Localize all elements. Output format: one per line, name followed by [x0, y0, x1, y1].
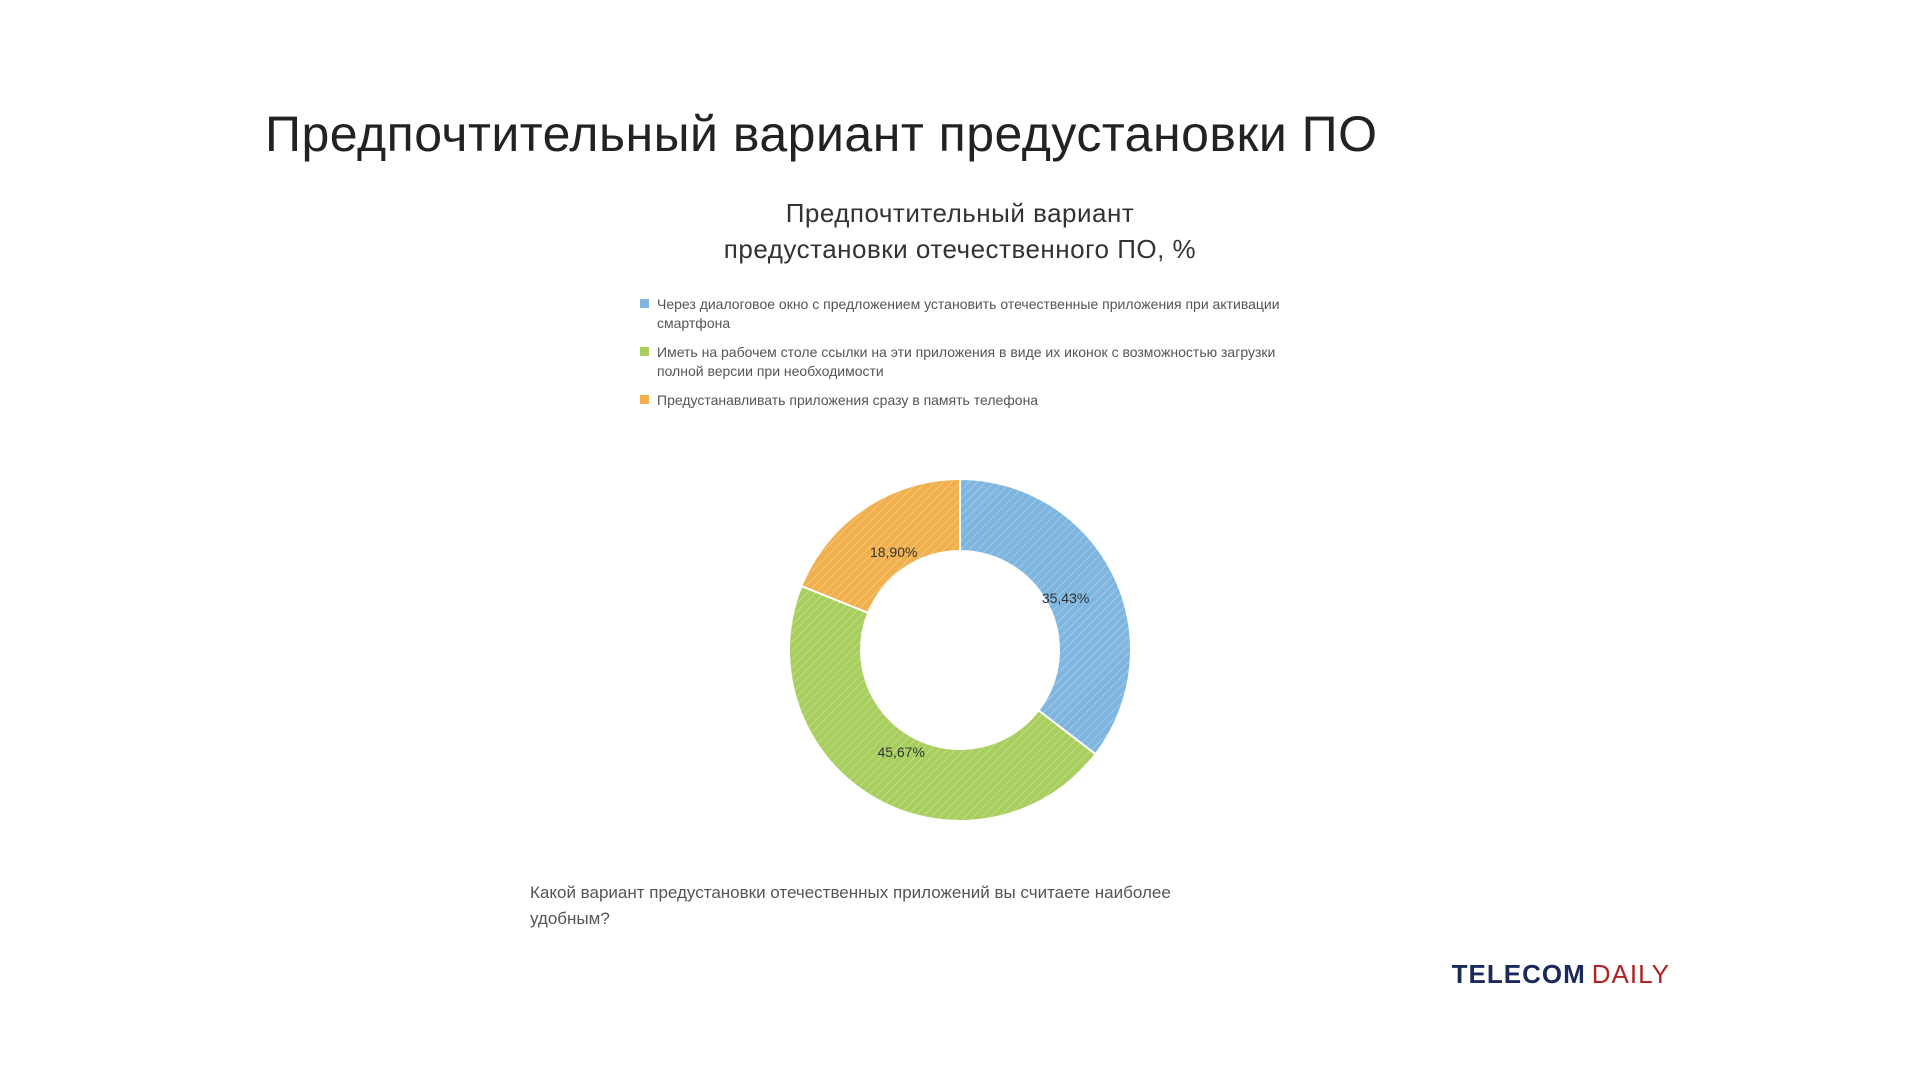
donut-chart: 35,43% 45,67% 18,90%	[770, 460, 1150, 840]
legend-label: Предустанавливать приложения сразу в пам…	[657, 391, 1280, 410]
slice-value-label: 35,43%	[1042, 590, 1089, 606]
brand-part-a: TELECOM	[1452, 959, 1586, 989]
brand-part-b: DAILY	[1592, 959, 1670, 989]
legend-item: Через диалоговое окно с предложением уст…	[640, 295, 1280, 333]
legend-item: Иметь на рабочем столе ссылки на эти при…	[640, 343, 1280, 381]
footnote: Какой вариант предустановки отечественны…	[530, 880, 1230, 931]
legend-label: Через диалоговое окно с предложением уст…	[657, 295, 1280, 333]
page-title: Предпочтительный вариант предустановки П…	[265, 105, 1378, 163]
chart-title-line2: предустановки отечественного ПО, %	[724, 234, 1196, 264]
legend-marker-icon	[640, 299, 649, 308]
legend-label: Иметь на рабочем столе ссылки на эти при…	[657, 343, 1280, 381]
chart-title-line1: Предпочтительный вариант	[786, 198, 1135, 228]
chart-legend: Через диалоговое окно с предложением уст…	[640, 295, 1280, 419]
legend-marker-icon	[640, 347, 649, 356]
slice-value-label: 45,67%	[877, 744, 924, 760]
chart-title: Предпочтительный вариант предустановки о…	[0, 195, 1920, 268]
legend-marker-icon	[640, 395, 649, 404]
slice-value-label: 18,90%	[870, 544, 917, 560]
legend-item: Предустанавливать приложения сразу в пам…	[640, 391, 1280, 410]
brand-logo: TELECOMDAILY	[1452, 959, 1670, 990]
